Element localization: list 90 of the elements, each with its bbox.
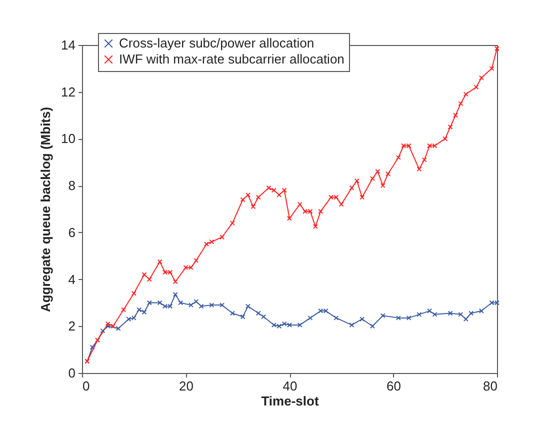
point <box>188 302 194 308</box>
point <box>375 169 380 174</box>
point <box>349 185 354 190</box>
point <box>354 178 360 184</box>
point <box>432 312 438 317</box>
y-axis-title: Aggregate queue backlog (Mbits) <box>38 106 54 312</box>
point <box>422 157 427 162</box>
point <box>90 344 95 350</box>
x-tick-label: 80 <box>483 378 498 394</box>
point <box>209 302 214 308</box>
x-axis-title: Time-slot <box>261 394 320 408</box>
point <box>427 308 432 314</box>
point <box>458 101 464 106</box>
point <box>282 188 287 193</box>
point <box>261 314 266 320</box>
point <box>230 310 235 316</box>
x-tick-label: 60 <box>386 378 401 394</box>
point <box>334 315 339 320</box>
point <box>157 300 162 306</box>
y-tick-label: 12 <box>61 84 76 100</box>
x-tick-label: 0 <box>82 378 90 394</box>
point <box>246 192 250 198</box>
point <box>416 312 422 317</box>
point <box>198 304 204 309</box>
point <box>448 124 453 130</box>
point <box>220 302 225 308</box>
point <box>240 314 246 320</box>
y-tick-label: 10 <box>61 131 76 146</box>
point <box>349 322 354 328</box>
point <box>157 259 162 264</box>
point <box>370 176 375 182</box>
x-tick-label: 40 <box>282 378 298 394</box>
point <box>256 194 261 200</box>
point <box>338 202 344 207</box>
legend-label: IWF with max-rate subcarrier allocation <box>119 52 344 66</box>
point <box>220 234 225 240</box>
point <box>312 224 318 230</box>
point <box>142 272 147 278</box>
y-tick-label: 8 <box>68 178 76 194</box>
point <box>100 328 106 334</box>
y-tick-label: 2 <box>68 318 76 334</box>
point <box>246 304 250 309</box>
legend-label: Cross-layer subc/power allocation <box>119 36 314 50</box>
point <box>116 326 121 331</box>
point <box>194 299 199 304</box>
point <box>489 66 494 71</box>
point <box>360 316 365 322</box>
point <box>297 322 302 328</box>
point <box>256 310 261 316</box>
point <box>468 310 474 316</box>
y-tick-label: 14 <box>61 38 76 52</box>
point <box>474 84 479 90</box>
point <box>250 204 256 210</box>
point <box>121 307 126 312</box>
point <box>360 194 365 200</box>
point <box>172 292 178 298</box>
point <box>146 300 152 306</box>
y-tick-label: 6 <box>68 224 76 240</box>
y-tick-label: 0 <box>68 366 76 380</box>
point <box>478 75 484 80</box>
point <box>131 290 136 296</box>
point <box>458 312 464 317</box>
point <box>105 324 110 329</box>
point <box>380 313 386 318</box>
point <box>240 197 246 202</box>
point <box>406 315 412 320</box>
point <box>386 171 391 176</box>
point <box>318 208 324 214</box>
point <box>396 315 401 320</box>
point <box>178 300 184 306</box>
point <box>463 92 468 97</box>
point <box>172 279 178 284</box>
point <box>416 166 422 172</box>
point <box>194 258 199 264</box>
point <box>230 220 235 226</box>
point <box>453 112 458 118</box>
point <box>370 324 375 329</box>
point <box>478 308 484 314</box>
point <box>463 316 468 322</box>
point <box>442 136 448 142</box>
point <box>308 315 313 320</box>
point <box>396 154 401 160</box>
point <box>297 202 302 207</box>
point <box>448 310 453 316</box>
point <box>380 183 386 188</box>
x-tick-label: 20 <box>179 378 194 394</box>
point <box>146 276 152 282</box>
point <box>276 192 282 198</box>
y-tick-label: 4 <box>68 272 76 287</box>
point <box>287 216 292 221</box>
